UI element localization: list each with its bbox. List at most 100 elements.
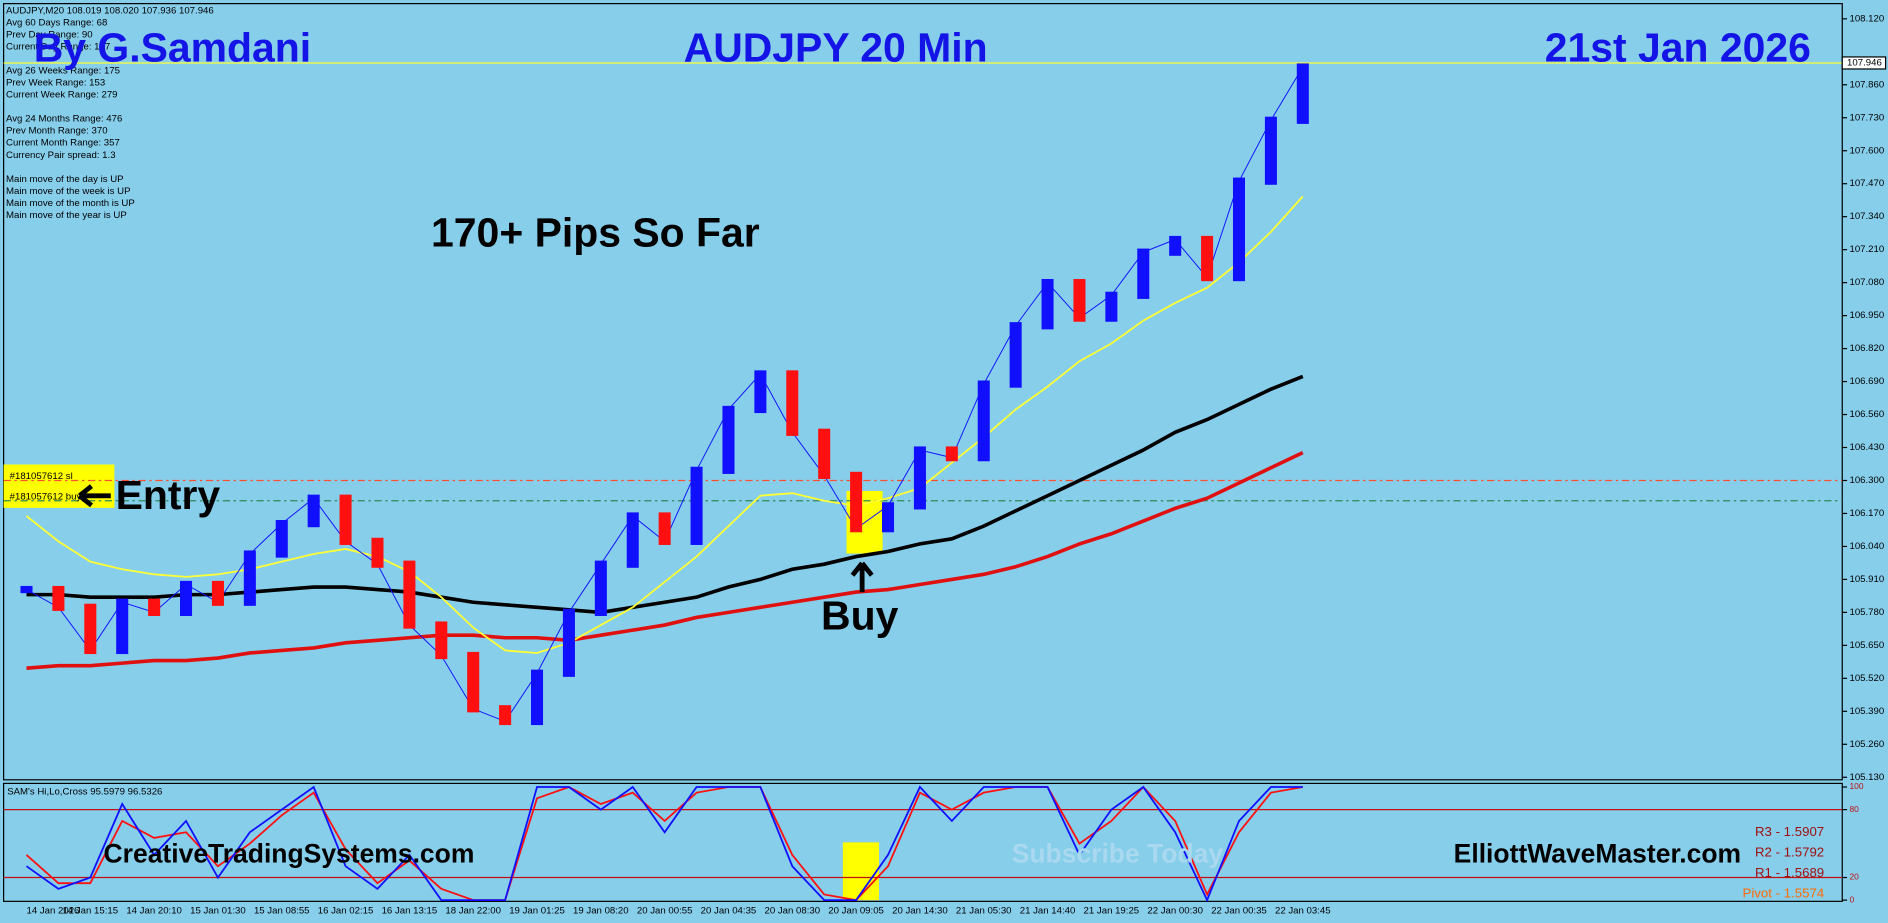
watermark: Subscribe Today xyxy=(1012,839,1224,869)
watermark: ElliottWaveMaster.com xyxy=(1454,839,1741,869)
candle xyxy=(1296,63,1309,124)
y-tick-label: 105.520 xyxy=(1849,673,1884,684)
pivot-label: R2 - 1.5792 xyxy=(1755,845,1824,860)
y-tick-label: 105.910 xyxy=(1849,574,1884,585)
y-tick-label: 106.170 xyxy=(1849,508,1884,519)
oscillator-line xyxy=(25,785,1303,902)
candle xyxy=(1264,116,1277,185)
pivot-label: R3 - 1.5907 xyxy=(1755,824,1824,839)
x-tick-label: 14 Jan 2026 xyxy=(26,906,79,917)
candle xyxy=(275,519,288,558)
osc-tick-label: 80 xyxy=(1849,804,1859,814)
osc-tick-label: 0 xyxy=(1849,894,1854,904)
y-tick-label: 108.120 xyxy=(1849,13,1884,24)
y-tick-label: 106.820 xyxy=(1849,343,1884,354)
candle xyxy=(52,585,65,611)
candle xyxy=(690,466,703,545)
order-label: #181057612 buy xyxy=(10,492,82,503)
x-tick-label: 19 Jan 08:20 xyxy=(573,906,629,917)
candle xyxy=(562,608,575,677)
x-tick-label: 16 Jan 02:15 xyxy=(318,906,374,917)
candle xyxy=(499,705,512,726)
candle xyxy=(1105,291,1118,322)
candle xyxy=(881,502,895,533)
stat-line: Main move of the week is UP xyxy=(6,186,130,197)
pivot-label: Pivot - 1.5574 xyxy=(1742,886,1824,901)
candle xyxy=(148,598,161,616)
candle xyxy=(594,560,607,616)
candle xyxy=(467,651,480,713)
osc-highlight xyxy=(842,842,879,901)
entry-label: Entry xyxy=(116,472,221,518)
candle xyxy=(850,471,863,533)
candle xyxy=(531,669,544,726)
stat-line: Avg 60 Days Range: 68 xyxy=(6,17,107,28)
candle xyxy=(339,494,352,545)
author: By G.Samdani xyxy=(34,24,311,70)
x-tick-label: 22 Jan 03:45 xyxy=(1275,906,1331,917)
y-tick-label: 107.730 xyxy=(1849,112,1884,123)
candle xyxy=(626,512,639,568)
buy-label: Buy xyxy=(821,592,899,638)
x-tick-label: 22 Jan 00:35 xyxy=(1211,906,1267,917)
stat-line: Main move of the year is UP xyxy=(6,210,127,221)
pivot-label: R1 - 1.5689 xyxy=(1755,865,1824,880)
oscillator-label: SAM's Hi,Lo,Cross 95.5979 96.5326 xyxy=(7,786,162,797)
candle xyxy=(1169,235,1182,256)
candle xyxy=(211,580,224,606)
y-tick-label: 105.260 xyxy=(1849,739,1884,750)
x-tick-label: 16 Jan 13:15 xyxy=(382,906,438,917)
candle xyxy=(403,560,416,629)
watermark: CreativeTradingSystems.com xyxy=(104,839,475,869)
x-tick-label: 14 Jan 20:10 xyxy=(126,906,182,917)
x-tick-label: 15 Jan 08:55 xyxy=(254,906,310,917)
last-price-label: 107.946 xyxy=(1847,58,1882,69)
y-tick-label: 106.040 xyxy=(1849,541,1884,552)
x-tick-label: 21 Jan 05:30 xyxy=(956,906,1012,917)
candle xyxy=(243,550,256,606)
candle xyxy=(116,598,129,655)
candle xyxy=(754,370,767,414)
candle xyxy=(913,446,926,510)
y-tick-label: 107.860 xyxy=(1849,79,1884,90)
candle xyxy=(977,380,990,462)
y-tick-label: 107.470 xyxy=(1849,178,1884,189)
candle xyxy=(1137,248,1150,299)
stat-line: Prev Week Range: 153 xyxy=(6,78,105,89)
stat-line: Current Week Range: 279 xyxy=(6,90,118,101)
y-tick-label: 106.690 xyxy=(1849,376,1884,387)
y-tick-label: 105.780 xyxy=(1849,607,1884,618)
candle xyxy=(371,537,384,568)
candle xyxy=(818,428,831,480)
y-tick-label: 107.210 xyxy=(1849,244,1884,255)
stat-line: Current Day Range: 107 xyxy=(6,41,110,52)
stat-line: Main move of the month is UP xyxy=(6,198,135,209)
stat-line: Avg 24 Months Range: 476 xyxy=(6,114,122,125)
y-tick-label: 106.950 xyxy=(1849,310,1884,321)
headline: 170+ Pips So Far xyxy=(431,210,760,256)
candle xyxy=(84,603,97,655)
candle xyxy=(1009,322,1022,388)
candle xyxy=(1073,279,1086,322)
x-tick-label: 22 Jan 00:30 xyxy=(1147,906,1203,917)
y-tick-label: 105.650 xyxy=(1849,640,1884,651)
main-panel xyxy=(3,3,1843,781)
x-tick-label: 20 Jan 09:05 xyxy=(828,906,884,917)
candle xyxy=(722,405,735,474)
stat-line: Prev Month Range: 370 xyxy=(6,126,108,137)
x-tick-label: 20 Jan 00:55 xyxy=(637,906,693,917)
y-tick-label: 107.340 xyxy=(1849,211,1884,222)
candle xyxy=(20,585,33,594)
candle xyxy=(786,370,799,436)
y-tick-label: 106.560 xyxy=(1849,409,1884,420)
stat-line: Avg 26 Weeks Range: 175 xyxy=(6,66,120,77)
x-tick-label: 20 Jan 04:35 xyxy=(701,906,757,917)
oscillator-panel xyxy=(3,782,1843,902)
x-tick-label: 18 Jan 22:00 xyxy=(445,906,501,917)
stat-line: Prev Day Range: 90 xyxy=(6,29,93,40)
x-tick-label: 21 Jan 14:40 xyxy=(1020,906,1076,917)
candle xyxy=(180,580,193,616)
x-tick-label: 14 Jan 15:15 xyxy=(63,906,119,917)
